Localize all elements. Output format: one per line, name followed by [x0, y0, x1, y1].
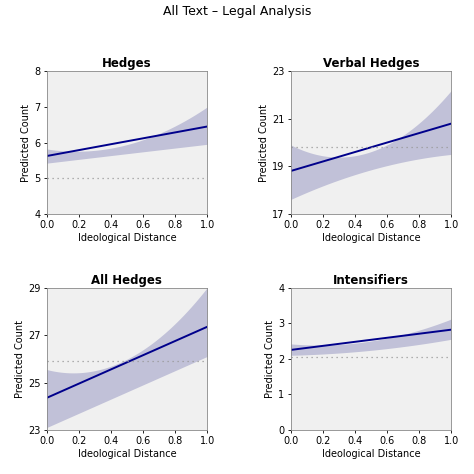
X-axis label: Ideological Distance: Ideological Distance [78, 233, 176, 243]
X-axis label: Ideological Distance: Ideological Distance [322, 233, 420, 243]
Title: Intensifiers: Intensifiers [333, 273, 409, 286]
Y-axis label: Predicted Count: Predicted Count [265, 320, 275, 398]
Y-axis label: Predicted Count: Predicted Count [21, 103, 31, 182]
Title: Verbal Hedges: Verbal Hedges [323, 57, 419, 70]
Y-axis label: Predicted Count: Predicted Count [15, 320, 25, 398]
Y-axis label: Predicted Count: Predicted Count [259, 103, 269, 182]
X-axis label: Ideological Distance: Ideological Distance [322, 449, 420, 459]
Title: Hedges: Hedges [102, 57, 152, 70]
Title: All Hedges: All Hedges [91, 273, 162, 286]
Text: All Text – Legal Analysis: All Text – Legal Analysis [163, 5, 311, 18]
X-axis label: Ideological Distance: Ideological Distance [78, 449, 176, 459]
